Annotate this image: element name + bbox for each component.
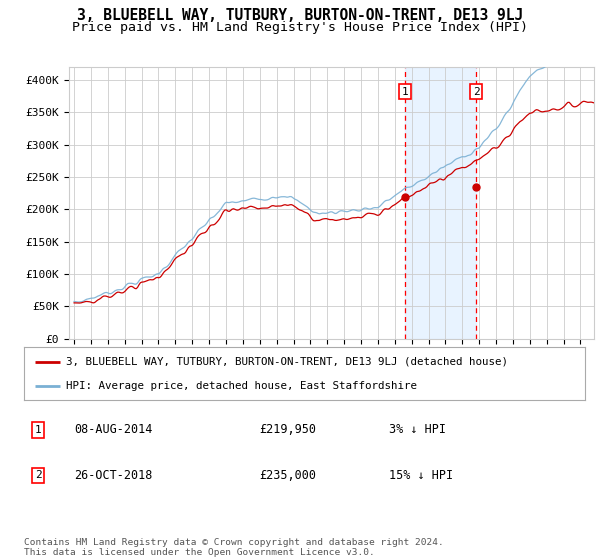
Bar	[405, 67, 476, 339]
Text: 3% ↓ HPI: 3% ↓ HPI	[389, 423, 446, 436]
Text: £235,000: £235,000	[260, 469, 317, 482]
Text: 3, BLUEBELL WAY, TUTBURY, BURTON-ON-TRENT, DE13 9LJ: 3, BLUEBELL WAY, TUTBURY, BURTON-ON-TREN…	[77, 8, 523, 24]
Text: 08-AUG-2014: 08-AUG-2014	[74, 423, 153, 436]
Text: Price paid vs. HM Land Registry's House Price Index (HPI): Price paid vs. HM Land Registry's House …	[72, 21, 528, 34]
Text: £219,950: £219,950	[260, 423, 317, 436]
Text: 2: 2	[35, 470, 41, 480]
Text: 1: 1	[35, 424, 41, 435]
Text: 2: 2	[473, 87, 479, 97]
Text: 26-OCT-2018: 26-OCT-2018	[74, 469, 153, 482]
Text: HPI: Average price, detached house, East Staffordshire: HPI: Average price, detached house, East…	[66, 381, 417, 391]
Text: 1: 1	[402, 87, 409, 97]
Text: Contains HM Land Registry data © Crown copyright and database right 2024.
This d: Contains HM Land Registry data © Crown c…	[24, 538, 444, 557]
Text: 15% ↓ HPI: 15% ↓ HPI	[389, 469, 453, 482]
Text: 3, BLUEBELL WAY, TUTBURY, BURTON-ON-TRENT, DE13 9LJ (detached house): 3, BLUEBELL WAY, TUTBURY, BURTON-ON-TREN…	[66, 357, 508, 367]
